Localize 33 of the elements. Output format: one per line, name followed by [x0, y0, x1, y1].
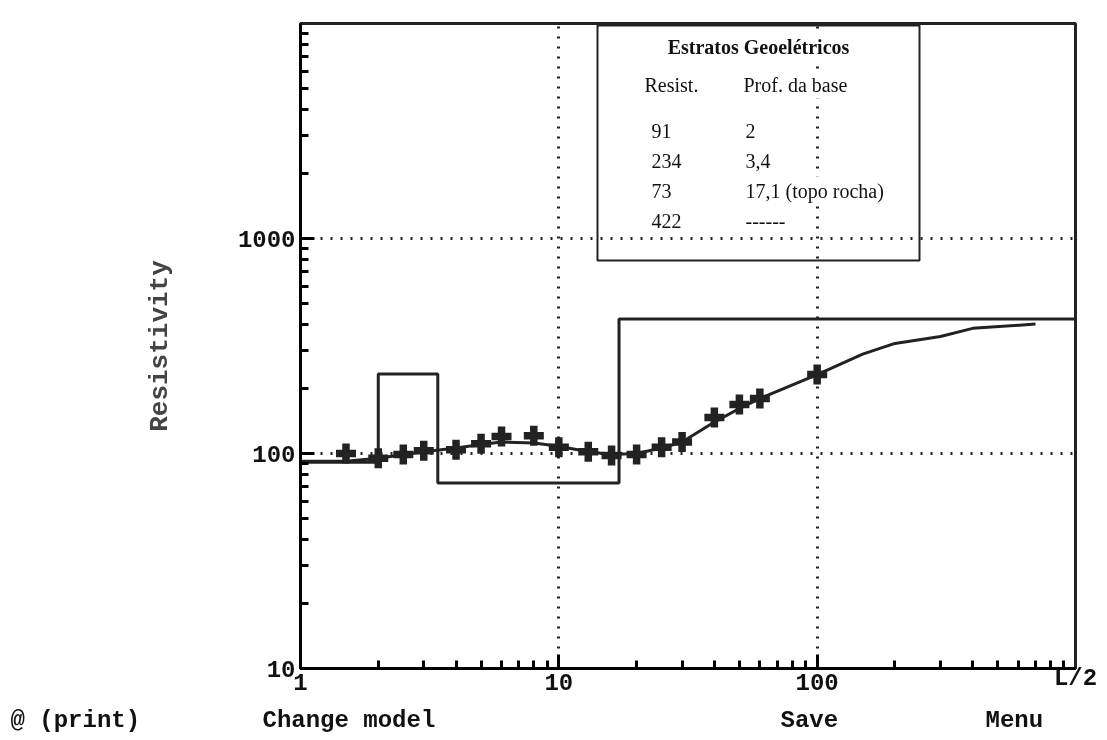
x-tick-label: 10: [544, 669, 574, 697]
annotation: Estratos Geoelétricos: [667, 35, 850, 58]
y-axis-title: Resistivity: [144, 259, 175, 432]
point: [729, 394, 750, 415]
y-tick-label: 100: [252, 441, 296, 469]
point: [548, 437, 569, 458]
point: [368, 448, 389, 469]
annotation: 234: [651, 149, 682, 172]
annotation: ------: [745, 209, 786, 232]
x-tick-label: 100: [795, 669, 839, 697]
text: Save: [780, 707, 839, 734]
text: @ (print): [10, 707, 141, 734]
point: [523, 425, 544, 446]
annotation: 17,1 (topo rocha): [745, 179, 884, 203]
x-axis-title: L/2: [1053, 664, 1098, 692]
text: Change model: [262, 707, 436, 734]
annotation: 3,4: [745, 149, 771, 172]
text: Menu: [985, 707, 1044, 734]
annotation: Prof. da base: [743, 73, 848, 96]
annotation: 422: [651, 209, 682, 232]
annotation: 2: [745, 119, 756, 142]
x-tick-label: 1: [293, 669, 308, 697]
annotation: Resist.: [644, 73, 699, 96]
point: [651, 437, 672, 458]
point: [601, 445, 622, 466]
point: [393, 444, 414, 465]
point: [704, 407, 725, 428]
point: [446, 439, 467, 460]
y-tick-label: 1000: [237, 226, 296, 254]
point: [626, 444, 647, 465]
point: [471, 433, 492, 454]
annotation: 73: [651, 179, 672, 202]
annotation: 91: [651, 119, 672, 142]
